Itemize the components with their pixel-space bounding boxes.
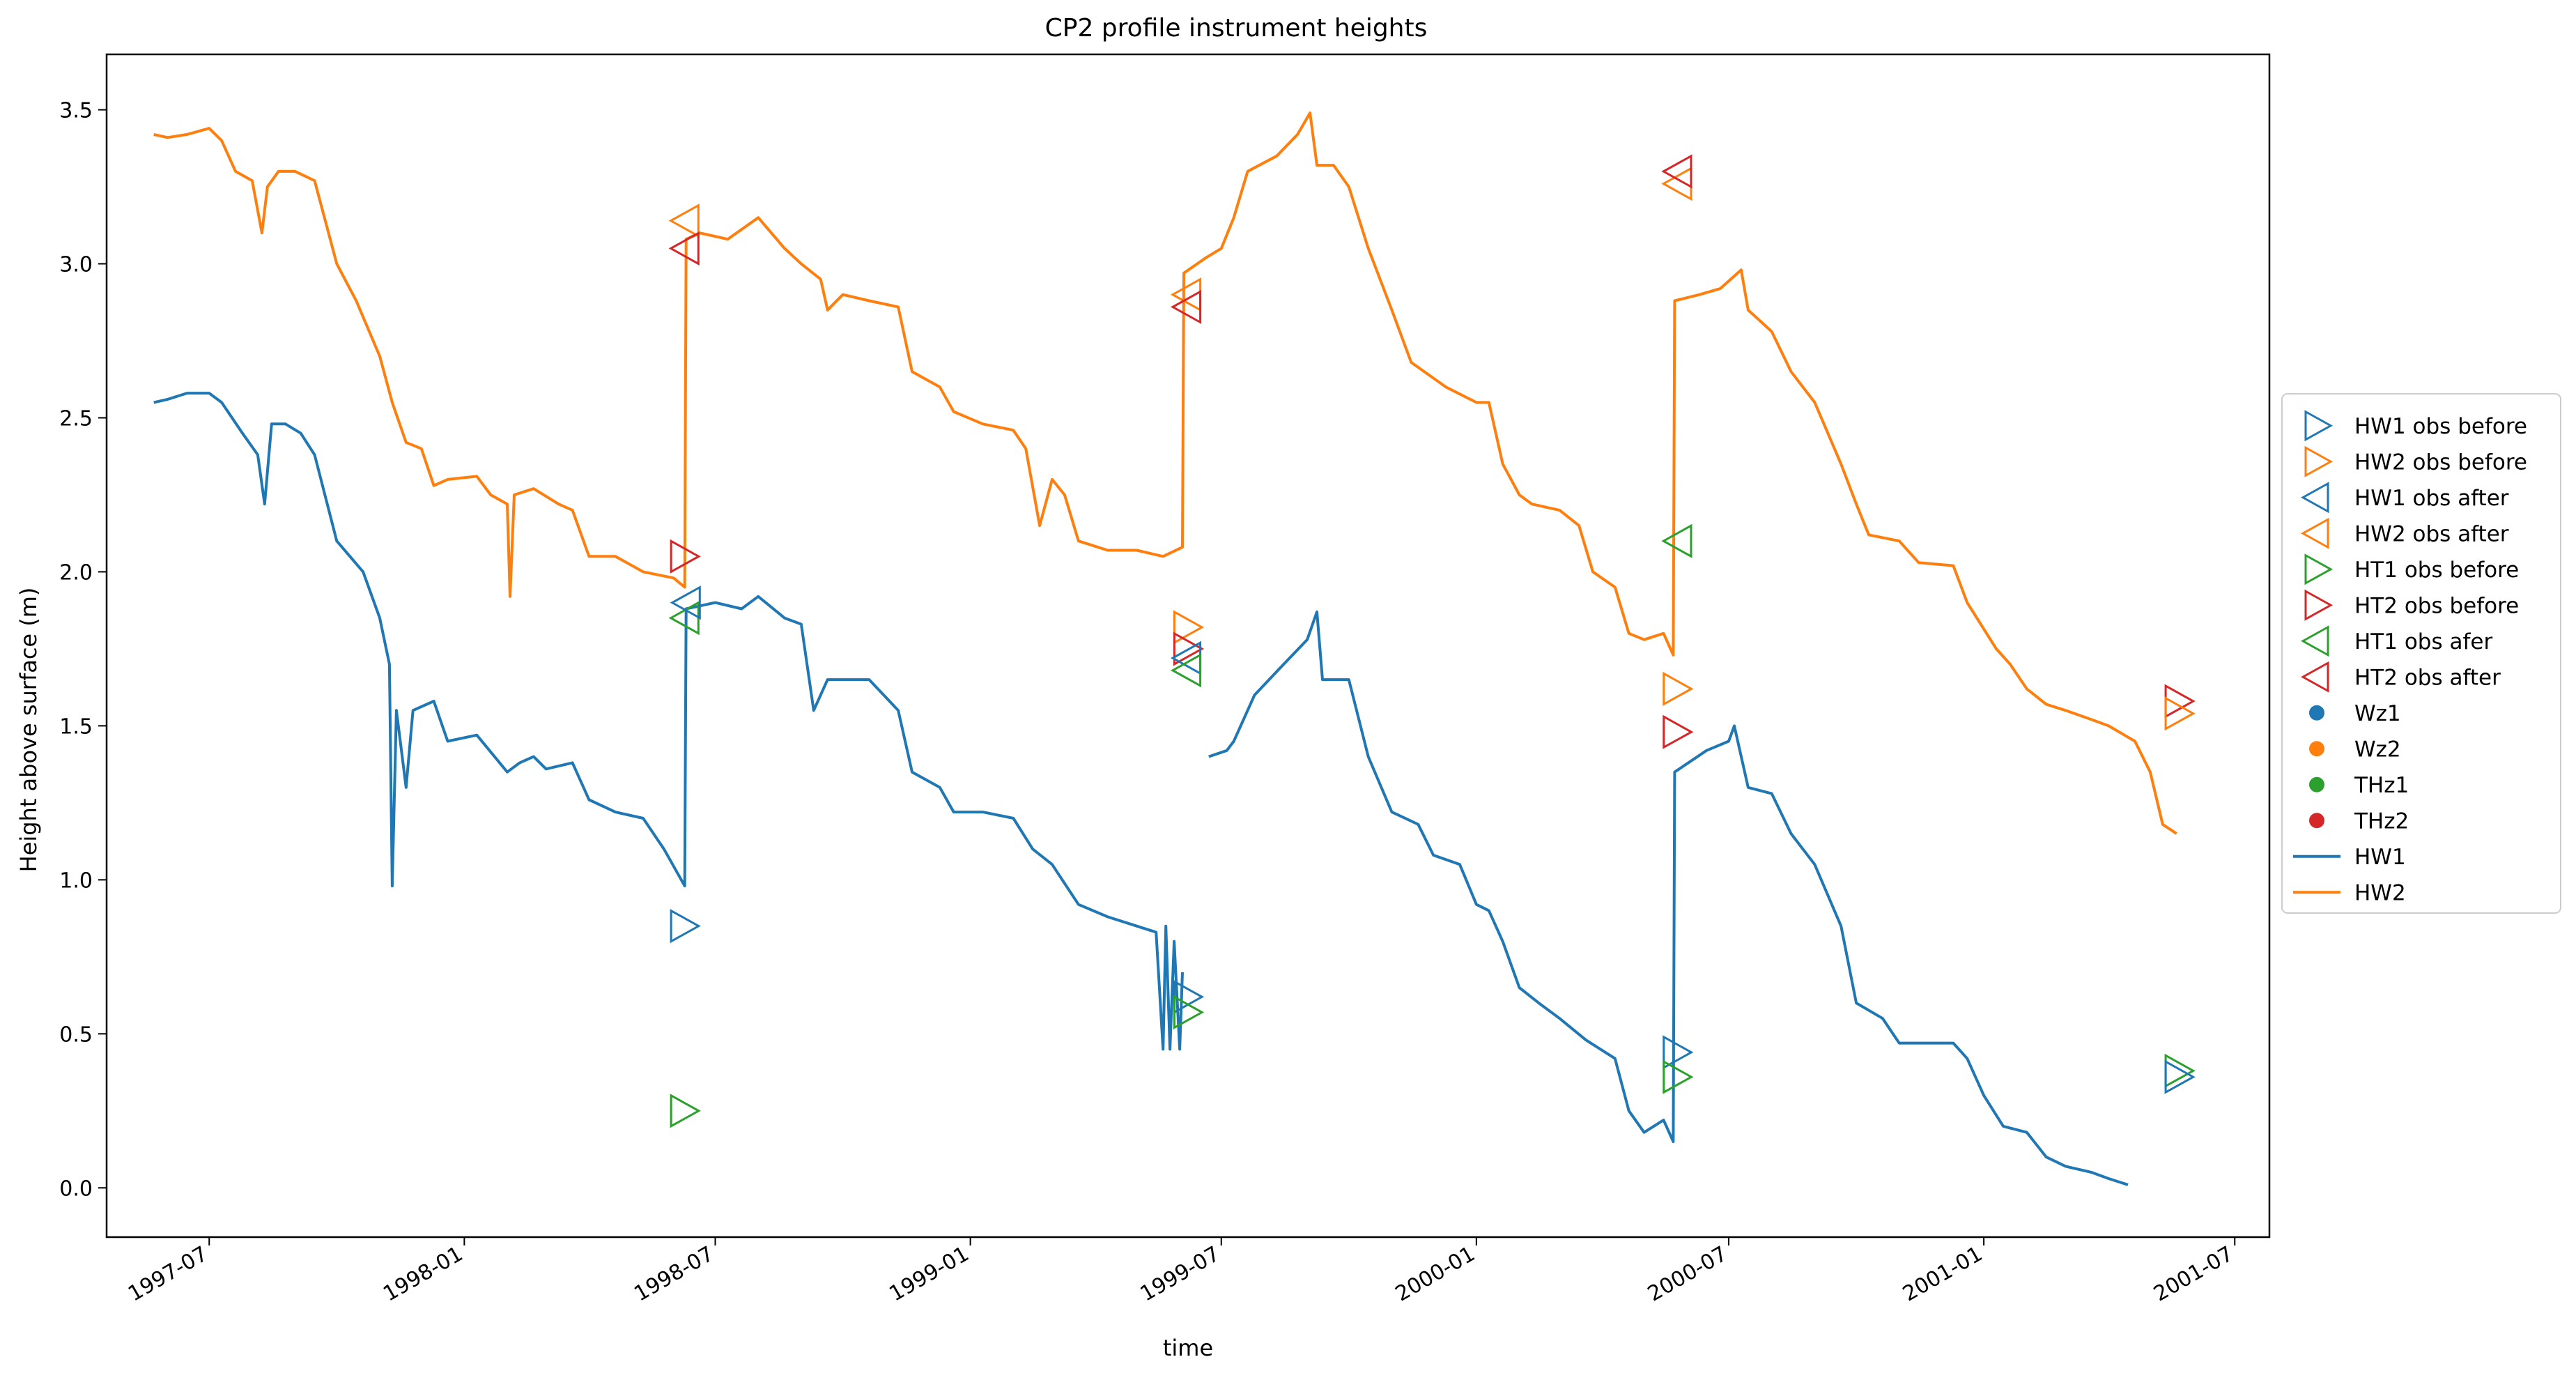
series-line-hw1 (153, 392, 2129, 1186)
marker-hw1-obs-after (670, 585, 701, 620)
legend-marker-icon (2304, 410, 2334, 442)
legend-item-hw1: HW1 (2293, 845, 2406, 870)
legend-label: HT2 obs before (2354, 593, 2519, 618)
legend-label: HT2 obs after (2354, 665, 2501, 690)
legend-marker-icon (2300, 661, 2329, 693)
legend-label: THz1 (2354, 773, 2409, 798)
legend-label: HW2 obs after (2354, 521, 2509, 546)
marker-ht2-obs-after (668, 231, 700, 266)
legend-label: Wz2 (2354, 737, 2401, 762)
legend-dot-icon (2309, 813, 2324, 829)
marker-hw2-obs-before (1663, 671, 1694, 706)
marker-ht1-obs-before (670, 1094, 701, 1128)
marker-hw1-obs-before (2164, 1059, 2196, 1094)
legend-marker-icon (2304, 553, 2334, 585)
legend-item-ht2-obs-before: HT2 obs before (2304, 589, 2519, 621)
marker-hw1-obs-before (1663, 1035, 1694, 1070)
y-tick-label: 0.0 (59, 1176, 93, 1201)
marker-ht2-obs-before (670, 539, 701, 574)
legend: HW1 obs before HW2 obs before HW1 obs afte… (2281, 393, 2561, 914)
legend-item-ht1-obs-afer: HT1 obs afer (2300, 625, 2492, 657)
legend-marker-icon (2304, 445, 2334, 477)
legend-marker-icon (2304, 589, 2334, 621)
legend-dot-icon (2309, 705, 2324, 721)
legend-dot-icon (2309, 741, 2324, 757)
plot-frame (105, 53, 2271, 1239)
legend-item-thz2: THz2 (2309, 808, 2409, 834)
legend-item-ht2-obs-after: HT2 obs after (2300, 661, 2501, 693)
legend-item-ht1-obs-before: HT1 obs before (2304, 553, 2519, 585)
marker-ht2-obs-before (1173, 631, 1205, 666)
legend-item-hw2-obs-after: HW2 obs after (2300, 517, 2509, 549)
legend-item-hw2-obs-before: HW2 obs before (2304, 445, 2527, 477)
marker-hw2-obs-after (668, 204, 700, 238)
legend-label: HW1 (2354, 845, 2406, 870)
y-tick-label: 2.0 (59, 560, 93, 585)
y-tick-label: 1.5 (59, 714, 93, 739)
y-tick-label: 2.5 (59, 406, 93, 431)
legend-item-hw1-obs-after: HW1 obs after (2300, 482, 2509, 514)
marker-ht2-obs-before (1663, 714, 1694, 749)
legend-item-thz1: THz1 (2309, 773, 2409, 798)
legend-marker-icon (2300, 517, 2329, 549)
marker-ht1-obs-before (1173, 995, 1205, 1029)
legend-label: HW1 obs before (2354, 414, 2527, 439)
chart-title: CP2 profile instrument heights (1045, 14, 1428, 43)
legend-label: Wz1 (2354, 701, 2401, 726)
legend-marker-icon (2300, 625, 2329, 657)
legend-label: THz2 (2354, 808, 2409, 834)
legend-item-wz2: Wz2 (2309, 737, 2401, 762)
legend-item-wz1: Wz1 (2309, 701, 2401, 726)
x-axis-label: time (1163, 1335, 1213, 1361)
legend-marker-icon (2300, 482, 2329, 514)
marker-ht1-obs-afer (1661, 523, 1692, 558)
legend-box (2281, 393, 2561, 914)
legend-label: HT1 obs afer (2354, 629, 2492, 654)
marker-ht1-obs-before (1663, 1059, 1694, 1094)
y-tick-label: 1.0 (59, 868, 93, 893)
marker-hw2-obs-before (1173, 610, 1205, 645)
series-line-hw2 (153, 112, 2177, 835)
legend-item-hw2: HW2 (2293, 880, 2406, 905)
marker-ht2-obs-after (1170, 289, 1202, 324)
y-tick-label: 0.5 (59, 1022, 93, 1047)
y-axis-label: Height above surface (m) (15, 588, 42, 873)
legend-label: HT1 obs before (2354, 558, 2519, 583)
legend-label: HW2 obs before (2354, 450, 2527, 475)
marker-ht1-obs-afer (1170, 653, 1202, 688)
marker-hw1-obs-before (670, 909, 701, 944)
plot-area (153, 112, 2196, 1186)
legend-dot-icon (2309, 776, 2324, 792)
marker-ht2-obs-after (1661, 154, 1692, 189)
marker-hw2-obs-before (2164, 696, 2196, 731)
y-tick-label: 3.5 (59, 99, 93, 123)
y-tick-label: 3.0 (59, 253, 93, 277)
legend-label: HW2 (2354, 880, 2406, 905)
y-axis: 0.0 0.5 1.0 1.5 2.0 2.5 3.0 3.5 (59, 99, 107, 1201)
legend-label: HW1 obs after (2354, 486, 2509, 511)
legend-item-hw1-obs-before: HW1 obs before (2304, 410, 2527, 442)
